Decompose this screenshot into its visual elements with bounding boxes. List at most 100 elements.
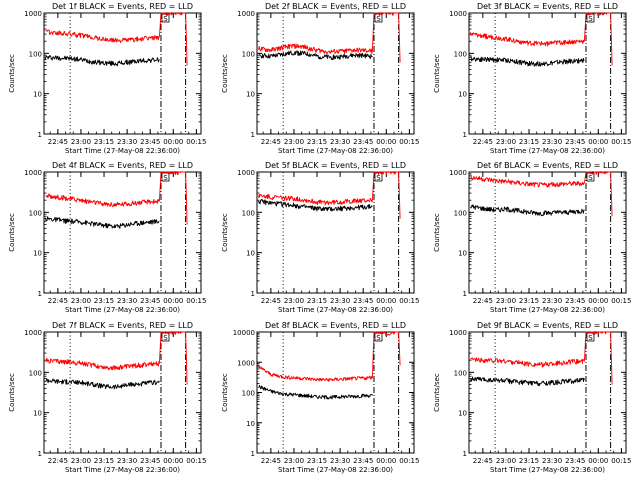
y-tick-label: 1000 <box>449 169 467 177</box>
x-tick-label: 23:15 <box>519 457 539 465</box>
y-tick-label: 10 <box>458 410 467 418</box>
panel-title: Det 6f BLACK = Events, RED = LLD <box>477 161 618 170</box>
y-tick-label: 10 <box>33 410 42 418</box>
det-5f-panel: Det 5f BLACK = Events, RED = LLD 1 10 100 10… <box>221 161 419 314</box>
y-tick-label: 100 <box>29 209 42 217</box>
x-tick-label: 22:45 <box>473 457 493 465</box>
y-axis-label: Counts/sec <box>221 213 229 252</box>
panel-title: Det 2f BLACK = Events, RED = LLD <box>265 2 406 11</box>
y-tick-label: 10 <box>458 250 467 258</box>
panel-title: Det 9f BLACK = Events, RED = LLD <box>477 321 618 330</box>
x-tick-label: 23:00 <box>71 138 91 146</box>
x-tick-label: 23:00 <box>496 138 516 146</box>
x-tick-label: 23:45 <box>353 297 373 305</box>
y-tick-label: 1 <box>38 131 42 139</box>
x-tick-label: 23:00 <box>284 297 304 305</box>
y-tick-label: 1 <box>463 290 467 298</box>
y-tick-label: 1000 <box>237 359 255 367</box>
x-tick-label: 22:45 <box>48 457 68 465</box>
events-series-line <box>45 55 160 67</box>
x-axis-label: Start Time (27-May-08 22:36:00) <box>490 466 605 474</box>
y-axis-label: Counts/sec <box>221 54 229 93</box>
det-7f-panel: Det 7f BLACK = Events, RED = LLD 1 10 100 10… <box>8 321 206 474</box>
y-axis-label: Counts/sec <box>221 373 229 412</box>
x-tick-label: 23:30 <box>117 297 137 305</box>
saa-marker-box <box>586 332 595 342</box>
saa-marker-letter: S <box>163 334 168 342</box>
y-tick-label: 1 <box>38 450 42 458</box>
y-tick-label: 10 <box>246 250 255 258</box>
det-8f-panel: Det 8f BLACK = Events, RED = LLD 1 10 100 10… <box>221 321 419 474</box>
x-axis-label: Start Time (27-May-08 22:36:00) <box>65 147 180 155</box>
x-axis-label: Start Time (27-May-08 22:36:00) <box>278 147 393 155</box>
plot-frame <box>43 12 202 135</box>
lld-series-line <box>258 171 401 219</box>
lld-series-line <box>258 331 401 383</box>
lld-series-line <box>470 171 613 217</box>
x-tick-label: 23:30 <box>542 457 562 465</box>
x-tick-label: 23:15 <box>519 297 539 305</box>
plot-frame <box>43 331 202 454</box>
lld-series-line <box>470 331 613 385</box>
y-tick-label: 100 <box>454 209 467 217</box>
y-tick-label: 1 <box>251 290 255 298</box>
x-tick-label: 23:15 <box>94 138 114 146</box>
x-tick-label: 23:00 <box>71 297 91 305</box>
x-tick-label: 23:30 <box>542 138 562 146</box>
x-axis-label: Start Time (27-May-08 22:36:00) <box>490 306 605 314</box>
events-series-line <box>470 55 585 67</box>
x-tick-label: 00:00 <box>588 138 608 146</box>
det-1f-panel: Det 1f BLACK = Events, RED = LLD 1 10 100 10… <box>8 2 206 155</box>
plot-frame <box>256 171 415 294</box>
y-tick-label: 10000 <box>233 329 255 337</box>
x-tick-label: 23:00 <box>496 457 516 465</box>
x-tick-label: 00:15 <box>186 457 206 465</box>
saa-marker-letter: S <box>163 15 168 23</box>
x-tick-label: 00:15 <box>611 297 631 305</box>
x-tick-label: 00:00 <box>163 457 183 465</box>
x-tick-label: 23:15 <box>94 457 114 465</box>
y-tick-label: 1 <box>251 450 255 458</box>
panel-title: Det 5f BLACK = Events, RED = LLD <box>265 161 406 170</box>
y-tick-label: 1000 <box>449 10 467 18</box>
x-tick-label: 23:00 <box>496 297 516 305</box>
x-tick-label: 00:15 <box>186 297 206 305</box>
x-tick-label: 23:45 <box>565 138 585 146</box>
x-tick-label: 23:45 <box>140 138 160 146</box>
lld-series-line <box>258 12 401 63</box>
det-9f-panel: Det 9f BLACK = Events, RED = LLD 1 10 100 10… <box>433 321 631 474</box>
x-tick-label: 23:15 <box>307 138 327 146</box>
y-tick-label: 1 <box>38 290 42 298</box>
x-tick-label: 22:45 <box>261 457 281 465</box>
lld-series-line <box>470 12 613 66</box>
x-tick-label: 23:30 <box>330 457 350 465</box>
x-tick-label: 00:00 <box>588 457 608 465</box>
x-tick-label: 00:00 <box>376 457 396 465</box>
events-series-line <box>45 378 160 390</box>
events-series-line <box>258 50 373 61</box>
y-axis-label: Counts/sec <box>8 373 16 412</box>
x-tick-label: 22:45 <box>473 297 493 305</box>
x-tick-label: 23:45 <box>353 457 373 465</box>
det-3f-panel: Det 3f BLACK = Events, RED = LLD 1 10 100 10… <box>433 2 631 155</box>
y-tick-label: 10 <box>33 91 42 99</box>
x-tick-label: 23:30 <box>330 297 350 305</box>
x-tick-label: 00:00 <box>588 297 608 305</box>
y-tick-label: 1 <box>463 450 467 458</box>
events-series-line <box>470 204 585 217</box>
x-axis-label: Start Time (27-May-08 22:36:00) <box>490 147 605 155</box>
panel-title: Det 7f BLACK = Events, RED = LLD <box>52 321 193 330</box>
det-2f-panel: Det 2f BLACK = Events, RED = LLD 1 10 100 10… <box>221 2 419 155</box>
events-series-line <box>45 216 160 229</box>
y-tick-label: 1 <box>463 131 467 139</box>
x-tick-label: 23:30 <box>117 457 137 465</box>
x-axis-label: Start Time (27-May-08 22:36:00) <box>278 466 393 474</box>
x-tick-label: 23:45 <box>565 297 585 305</box>
saa-marker-letter: S <box>376 334 381 342</box>
x-tick-label: 22:45 <box>48 297 68 305</box>
plot-frame <box>468 12 627 135</box>
events-series-line <box>258 384 373 400</box>
x-tick-label: 23:00 <box>284 457 304 465</box>
x-axis-label: Start Time (27-May-08 22:36:00) <box>65 466 180 474</box>
